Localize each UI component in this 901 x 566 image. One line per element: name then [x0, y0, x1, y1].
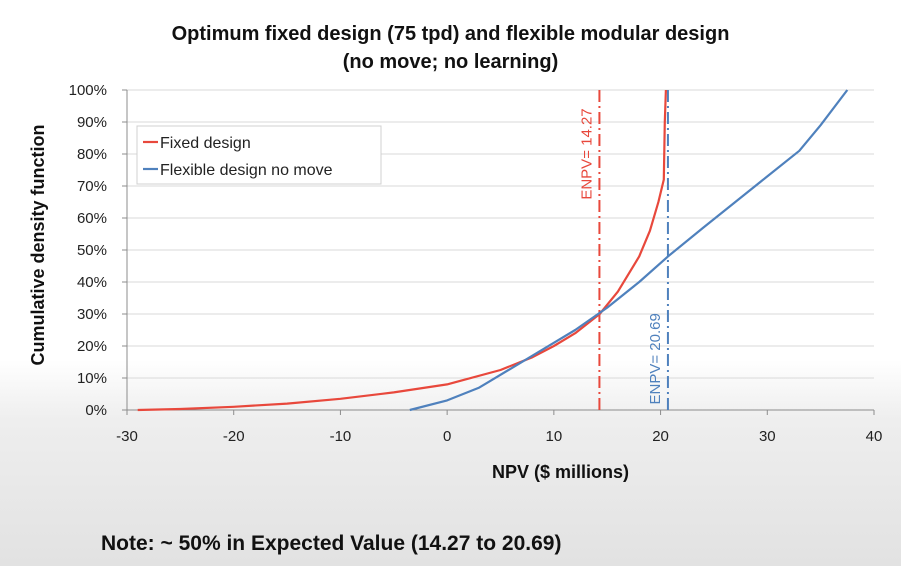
- series-line: [137, 89, 667, 412]
- y-tick-label: 20%: [77, 338, 107, 355]
- y-tick-label: 30%: [77, 306, 107, 323]
- axes: [122, 89, 875, 415]
- y-tick-label: 80%: [77, 146, 107, 163]
- chart-title: Optimum fixed design (75 tpd) and flexib…: [0, 20, 901, 76]
- y-tick-label: 0%: [85, 402, 107, 419]
- enpv-label: ENPV= 14.27: [578, 108, 595, 199]
- legend-box: [136, 125, 382, 185]
- x-tick-label: -30: [116, 428, 138, 445]
- legend-entry: Flexible design no move: [160, 162, 333, 179]
- x-tick-label: 40: [866, 428, 883, 445]
- chart-title-line-2: (no move; no learning): [342, 51, 559, 73]
- x-tick-label: 0: [443, 428, 451, 445]
- y-tick-label: 40%: [77, 274, 107, 291]
- legend: Fixed design Flexible design no move: [136, 125, 382, 185]
- x-tick-label: 10: [546, 428, 563, 445]
- y-tick-label: 90%: [77, 114, 107, 131]
- enpv-markers: ENPV= 14.27 ENPV= 20.69: [578, 90, 669, 410]
- y-tick-label: 10%: [77, 370, 107, 387]
- y-tick-label: 50%: [77, 242, 107, 259]
- x-tick-label: 30: [759, 428, 776, 445]
- series-lines: [137, 89, 849, 412]
- series-line: [409, 89, 849, 412]
- footnote: Note: ~ 50% in Expected Value (14.27 to …: [101, 532, 562, 555]
- x-tick-label: -20: [223, 428, 245, 445]
- x-axis-title: NPV ($ millions): [492, 462, 629, 482]
- chart-title-line-1: Optimum fixed design (75 tpd) and flexib…: [171, 23, 730, 45]
- x-tick-label: 20: [652, 428, 669, 445]
- legend-entry: Fixed design: [160, 135, 251, 152]
- y-axis-title: Cumulative density function: [28, 124, 48, 365]
- x-tick-label: -10: [330, 428, 352, 445]
- y-tick-label: 70%: [77, 178, 107, 195]
- tick-labels: 0% 10% 20% 30% 40% 50% 60% 70% 80% 90% 100% -30 -20 -…: [69, 82, 883, 445]
- y-tick-label: 60%: [77, 210, 107, 227]
- cdf-chart: 0% 10% 20% 30% 40% 50% 60% 70% 80% 90% 100% -30 -20 -…: [28, 82, 883, 482]
- y-tick-label: 100%: [69, 82, 107, 99]
- enpv-label: ENPV= 20.69: [647, 313, 664, 404]
- gridlines: [127, 89, 874, 379]
